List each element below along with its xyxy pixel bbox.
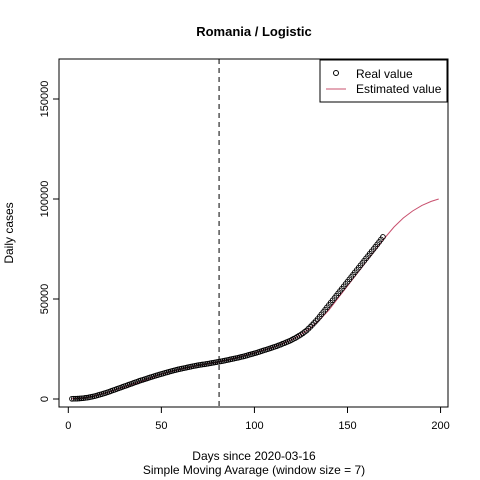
real-value-point bbox=[78, 395, 85, 402]
real-value-point bbox=[69, 395, 75, 402]
y-axis: 0 50000 100000 150000 bbox=[39, 81, 60, 402]
y-tick-label: 50000 bbox=[39, 284, 51, 315]
real-value-point bbox=[199, 361, 206, 368]
x-tick-label: 100 bbox=[245, 420, 263, 432]
real-value-point bbox=[74, 395, 81, 402]
real-value-point bbox=[380, 234, 386, 240]
chart-title: Romania / Logistic bbox=[196, 24, 312, 39]
legend-real-value-symbol bbox=[333, 70, 339, 76]
x-tick-label: 50 bbox=[155, 420, 167, 432]
x-axis-label: Days since 2020-03-16 bbox=[192, 449, 316, 463]
x-tick-label: 150 bbox=[338, 420, 356, 432]
real-value-point bbox=[303, 327, 310, 334]
x-axis-sublabel: Simple Moving Avarage (window size = 7) bbox=[143, 463, 365, 477]
real-value-point bbox=[72, 395, 79, 402]
y-tick-label: 150000 bbox=[39, 81, 51, 118]
y-axis-label: Daily cases bbox=[2, 202, 16, 263]
legend-real-value-label: Real value bbox=[356, 67, 413, 81]
plot-area bbox=[58, 58, 449, 408]
legend: Real value Estimated value bbox=[319, 59, 448, 103]
x-tick-label: 200 bbox=[431, 420, 449, 432]
y-tick-label: 0 bbox=[39, 396, 51, 402]
real-value-point bbox=[71, 395, 77, 402]
x-axis: 0 50 100 150 200 bbox=[65, 406, 450, 432]
x-tick-label: 0 bbox=[65, 420, 71, 432]
series-layer bbox=[69, 198, 439, 402]
y-tick-label: 100000 bbox=[39, 181, 51, 218]
legend-box bbox=[319, 59, 448, 103]
legend-estimated-value-label: Estimated value bbox=[356, 82, 442, 96]
